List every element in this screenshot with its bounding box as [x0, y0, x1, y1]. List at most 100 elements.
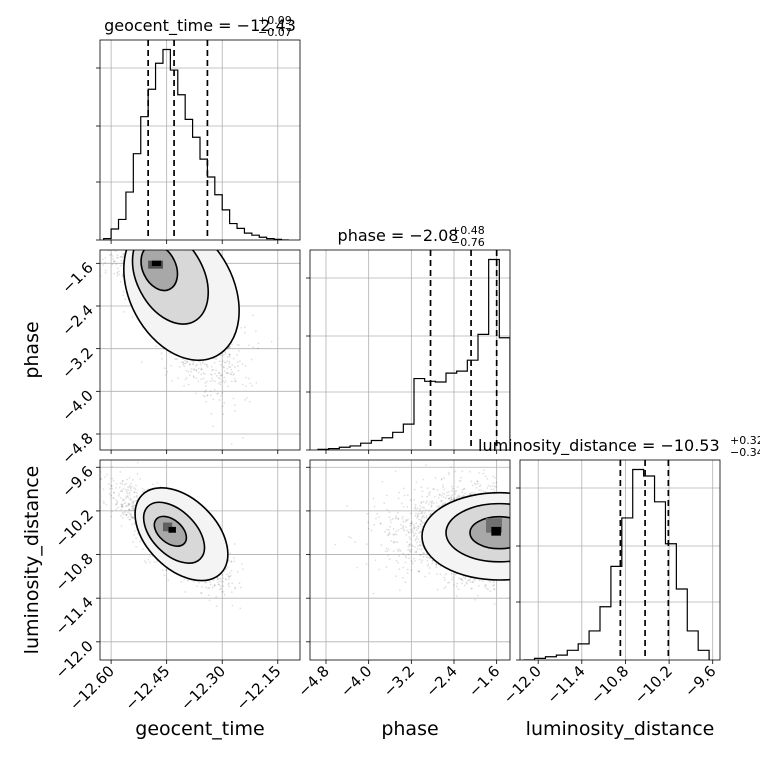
sample-point [115, 250, 117, 253]
sample-point [204, 385, 207, 388]
sample-point [220, 394, 222, 397]
sample-point [120, 515, 122, 517]
sample-point [123, 310, 126, 313]
sample-point [218, 372, 221, 374]
sample-point [126, 478, 128, 481]
sample-point [221, 392, 224, 394]
sample-point [149, 561, 152, 564]
sample-point [215, 358, 217, 361]
sample-point [122, 255, 125, 258]
sample-point [222, 590, 225, 593]
sample-point [143, 560, 146, 563]
sample-point [122, 487, 125, 490]
sample-point [212, 425, 215, 428]
geocent-time-title-lower: −0.07 [258, 26, 292, 39]
sample-point [120, 508, 123, 511]
sample-point [195, 392, 198, 395]
sample-point [125, 514, 127, 516]
sample-point [226, 360, 229, 362]
sample-point [176, 358, 179, 361]
sample-point [205, 364, 208, 367]
sample-point [131, 501, 133, 504]
sample-point [130, 499, 133, 502]
sample-point [218, 360, 221, 363]
panel-luminosity-distance-hist: −12.0−11.4−10.8−10.2 −9.6 luminosity_dist… [478, 434, 760, 707]
sample-point [115, 502, 118, 505]
sample-point [156, 481, 159, 484]
sample-point [114, 260, 116, 263]
x-tick-label: −9.6 [681, 662, 719, 700]
sample-point [135, 537, 137, 540]
sample-point [230, 569, 233, 572]
sample-point [228, 355, 231, 358]
sample-point [222, 585, 225, 588]
sample-point [171, 379, 174, 382]
sample-point [108, 254, 111, 256]
sample-point [241, 363, 244, 366]
sample-point [222, 413, 224, 416]
sample-point [104, 261, 106, 264]
sample-point [116, 254, 119, 256]
sample-point [163, 574, 166, 577]
sample-point [121, 256, 124, 259]
contour-line [131, 250, 210, 325]
sample-point [216, 576, 219, 579]
sample-point [125, 482, 128, 485]
sample-point [123, 483, 126, 486]
sample-point [160, 352, 163, 355]
sample-point [255, 381, 258, 384]
sample-point [116, 271, 119, 274]
sample-point [122, 479, 124, 482]
sample-point [231, 364, 234, 366]
sample-point [192, 376, 195, 379]
sample-point [127, 496, 130, 499]
sample-point [152, 483, 154, 486]
sample-point [175, 357, 178, 360]
sample-point [111, 465, 113, 468]
sample-point [127, 486, 130, 489]
sample-point [212, 398, 215, 401]
sample-point [170, 364, 173, 367]
sample-point [102, 488, 105, 491]
sample-point [121, 480, 124, 482]
sample-point [135, 499, 137, 502]
sample-point [244, 326, 247, 329]
sample-point [233, 377, 236, 380]
sample-point [217, 382, 220, 385]
sample-point [230, 591, 233, 594]
sample-point [118, 270, 120, 273]
sample-point [101, 258, 104, 261]
sample-point [116, 267, 119, 270]
sample-point [118, 273, 121, 276]
sample-point [233, 543, 236, 545]
sample-point [133, 491, 136, 494]
sample-point [181, 361, 183, 363]
sample-point [129, 515, 132, 518]
phase-title-lower: −0.76 [451, 236, 485, 249]
sample-point [210, 412, 213, 415]
sample-point [134, 488, 137, 491]
sample-point [127, 489, 129, 491]
sample-point [225, 371, 228, 374]
sample-point [200, 373, 203, 376]
sample-point [230, 560, 233, 563]
sample-point [228, 362, 231, 365]
sample-point [126, 492, 129, 495]
sample-point [207, 587, 209, 590]
sample-point [135, 545, 138, 548]
sample-point [199, 360, 201, 363]
sample-point [129, 518, 131, 521]
sample-point [125, 504, 128, 507]
sample-point [238, 349, 240, 352]
sample-point [227, 385, 230, 388]
sample-point [212, 368, 215, 371]
sample-point [223, 354, 225, 357]
geocent-time-title: geocent_time = −12.43 [104, 16, 296, 36]
sample-point [104, 476, 106, 478]
sample-point [121, 482, 124, 485]
y-tick-label: −4.0 [58, 386, 96, 424]
sample-point [224, 379, 227, 382]
sample-point [243, 331, 246, 334]
sample-point [122, 498, 125, 501]
sample-point [230, 373, 233, 376]
